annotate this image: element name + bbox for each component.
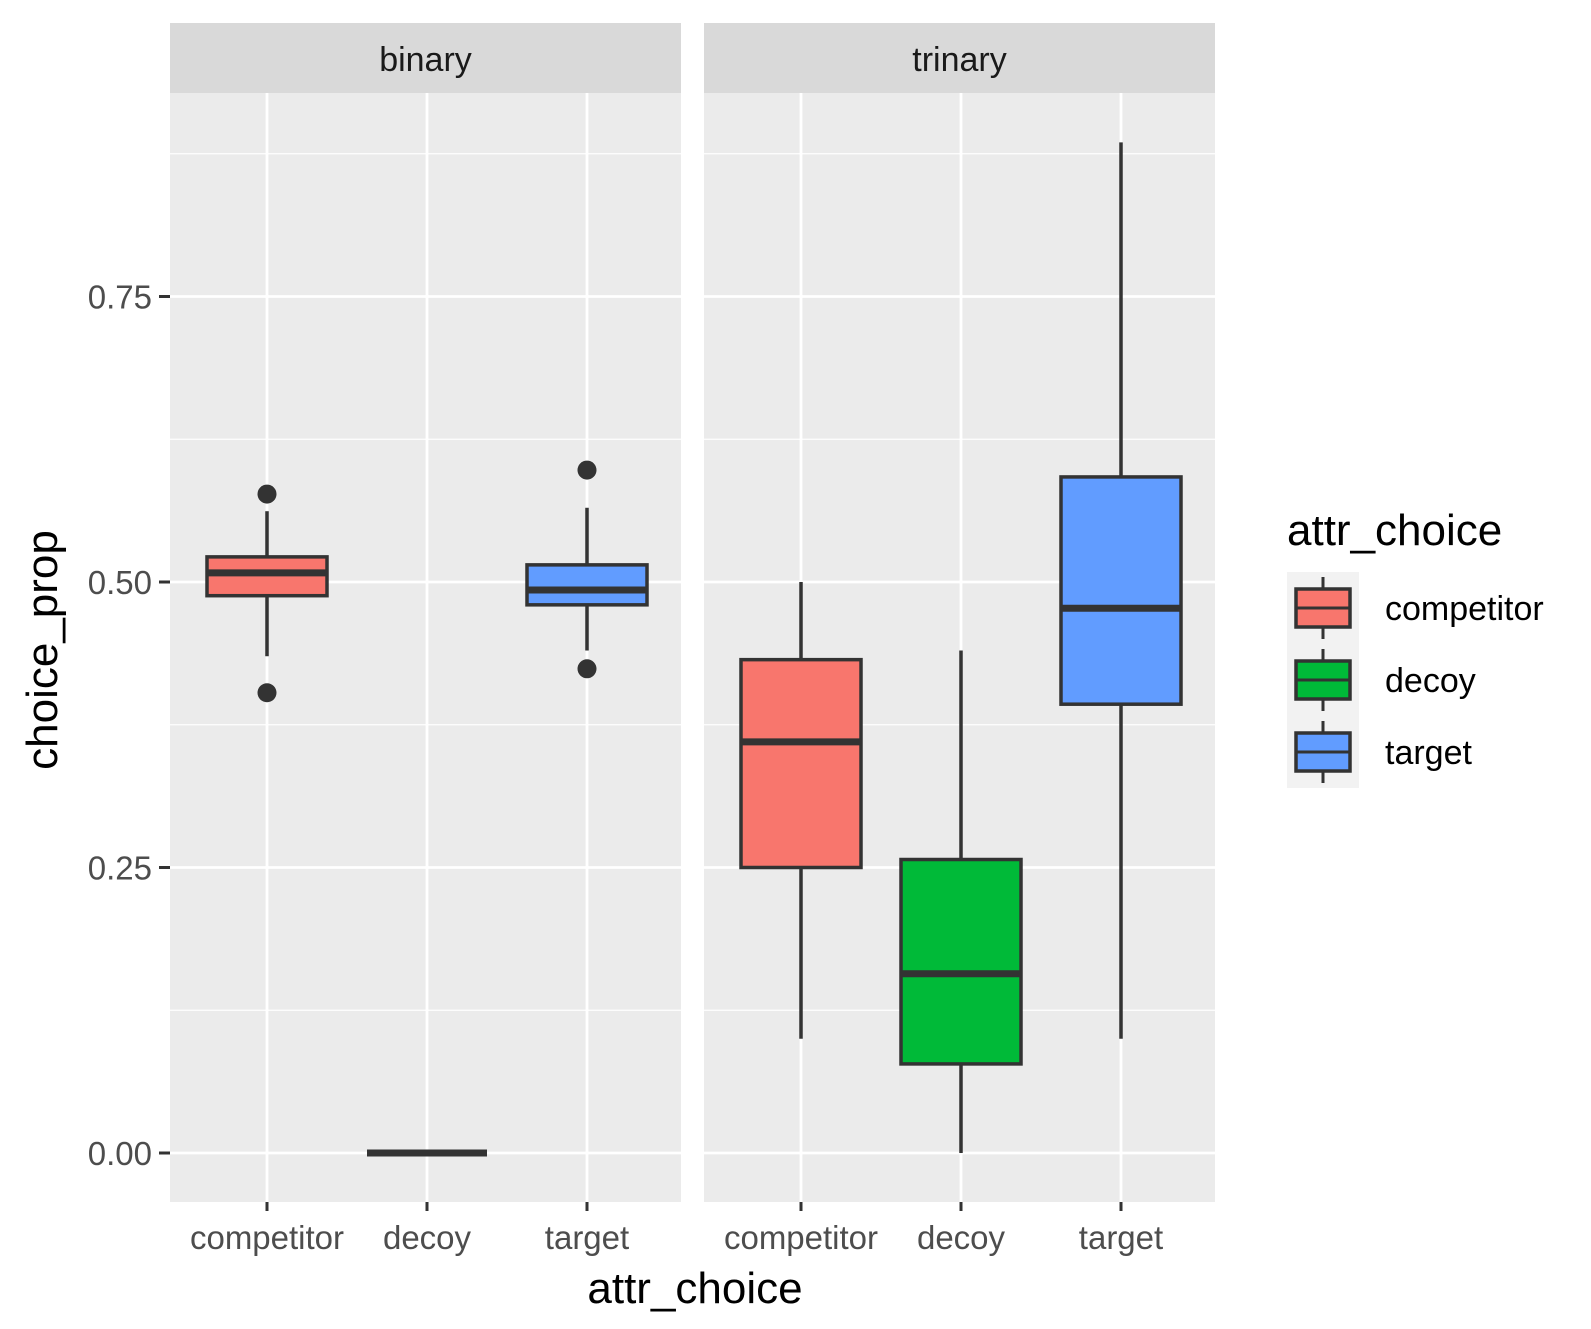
box-trinary-competitor bbox=[739, 582, 863, 1039]
box-trinary-decoy bbox=[899, 650, 1023, 1153]
y-tick-label: 0.50 bbox=[88, 564, 152, 601]
legend-label-competitor: competitor bbox=[1385, 590, 1544, 628]
y-axis-title: choice_prop bbox=[18, 530, 67, 770]
facet-strip-binary bbox=[170, 23, 681, 93]
box-body bbox=[739, 657, 863, 870]
box-body bbox=[899, 857, 1023, 1066]
x-tick-label-competitor: competitor bbox=[190, 1219, 344, 1256]
legend-label-target: target bbox=[1385, 734, 1472, 772]
outlier-point bbox=[577, 460, 597, 480]
y-tick-label: 0.25 bbox=[88, 850, 152, 887]
outlier-point bbox=[257, 683, 277, 703]
legend-label-decoy: decoy bbox=[1385, 662, 1476, 700]
box-body bbox=[525, 563, 649, 607]
x-tick-label-target: target bbox=[545, 1219, 629, 1256]
legend-key-competitor bbox=[1287, 572, 1359, 644]
x-tick-label-competitor: competitor bbox=[724, 1219, 878, 1256]
outlier-point bbox=[577, 659, 597, 679]
facet-strip-label-binary: binary bbox=[379, 41, 472, 79]
x-tick-label-target: target bbox=[1079, 1219, 1163, 1256]
box-binary-competitor bbox=[205, 484, 329, 703]
outlier-point bbox=[257, 484, 277, 504]
box-body bbox=[1059, 475, 1183, 706]
panel-background-binary bbox=[170, 93, 681, 1202]
legend-key-target bbox=[1287, 716, 1359, 788]
y-tick-label: 0.00 bbox=[88, 1135, 152, 1172]
facet-strip-label-trinary: trinary bbox=[912, 41, 1006, 79]
legend-title: attr_choice bbox=[1287, 506, 1502, 555]
y-tick-label: 0.75 bbox=[88, 279, 152, 316]
x-tick-label-decoy: decoy bbox=[917, 1219, 1006, 1256]
legend-key-decoy bbox=[1287, 644, 1359, 716]
x-axis-title: attr_choice bbox=[587, 1264, 802, 1313]
facet-strip-trinary bbox=[704, 23, 1215, 93]
box-binary-target bbox=[525, 460, 649, 679]
x-tick-label-decoy: decoy bbox=[383, 1219, 472, 1256]
box-trinary-target bbox=[1059, 142, 1183, 1039]
